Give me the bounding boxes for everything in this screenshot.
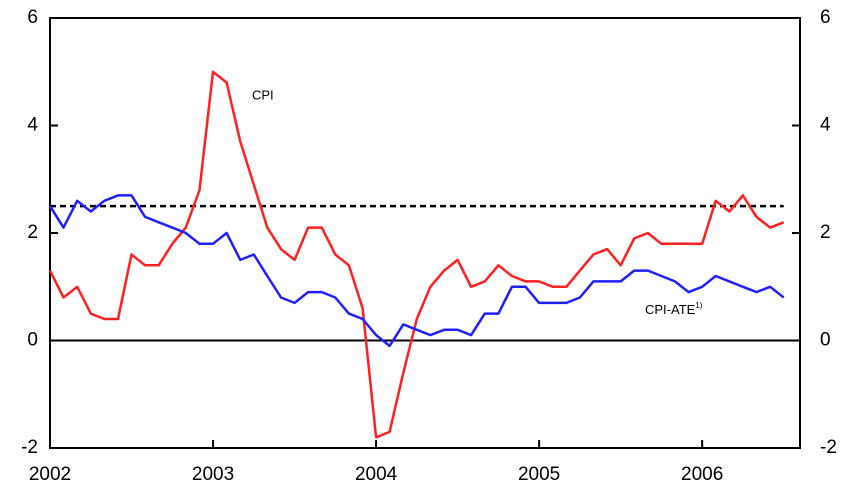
x-tick-label: 2006 [681,464,723,485]
x-tick-label: 2005 [518,464,560,485]
series-name: CPI-ATE [645,302,696,317]
series-line [48,70,785,439]
y-tick-label: 0 [27,330,38,351]
series-label: CPI [252,87,274,102]
footnote-mark: 1) [695,301,702,310]
x-tick-label: 2002 [29,464,71,485]
y2-tick-label: 6 [820,7,831,28]
plot-frame [49,17,801,449]
x-tick-label: 2004 [355,464,398,485]
y2-tick-label: 4 [820,115,831,136]
y2-tick-label: 0 [820,330,831,351]
y-tick-label: 2 [27,222,38,243]
y-tick-label: 6 [27,7,38,28]
y2-tick-label: 2 [820,222,831,243]
series-label: CPI-ATE1) [645,301,703,317]
y-tick-label: -2 [21,437,38,458]
x-tick-label: 2003 [192,464,234,485]
y-tick-label: 4 [27,115,38,136]
series-line [48,194,785,348]
y2-tick-label: -2 [820,437,837,458]
